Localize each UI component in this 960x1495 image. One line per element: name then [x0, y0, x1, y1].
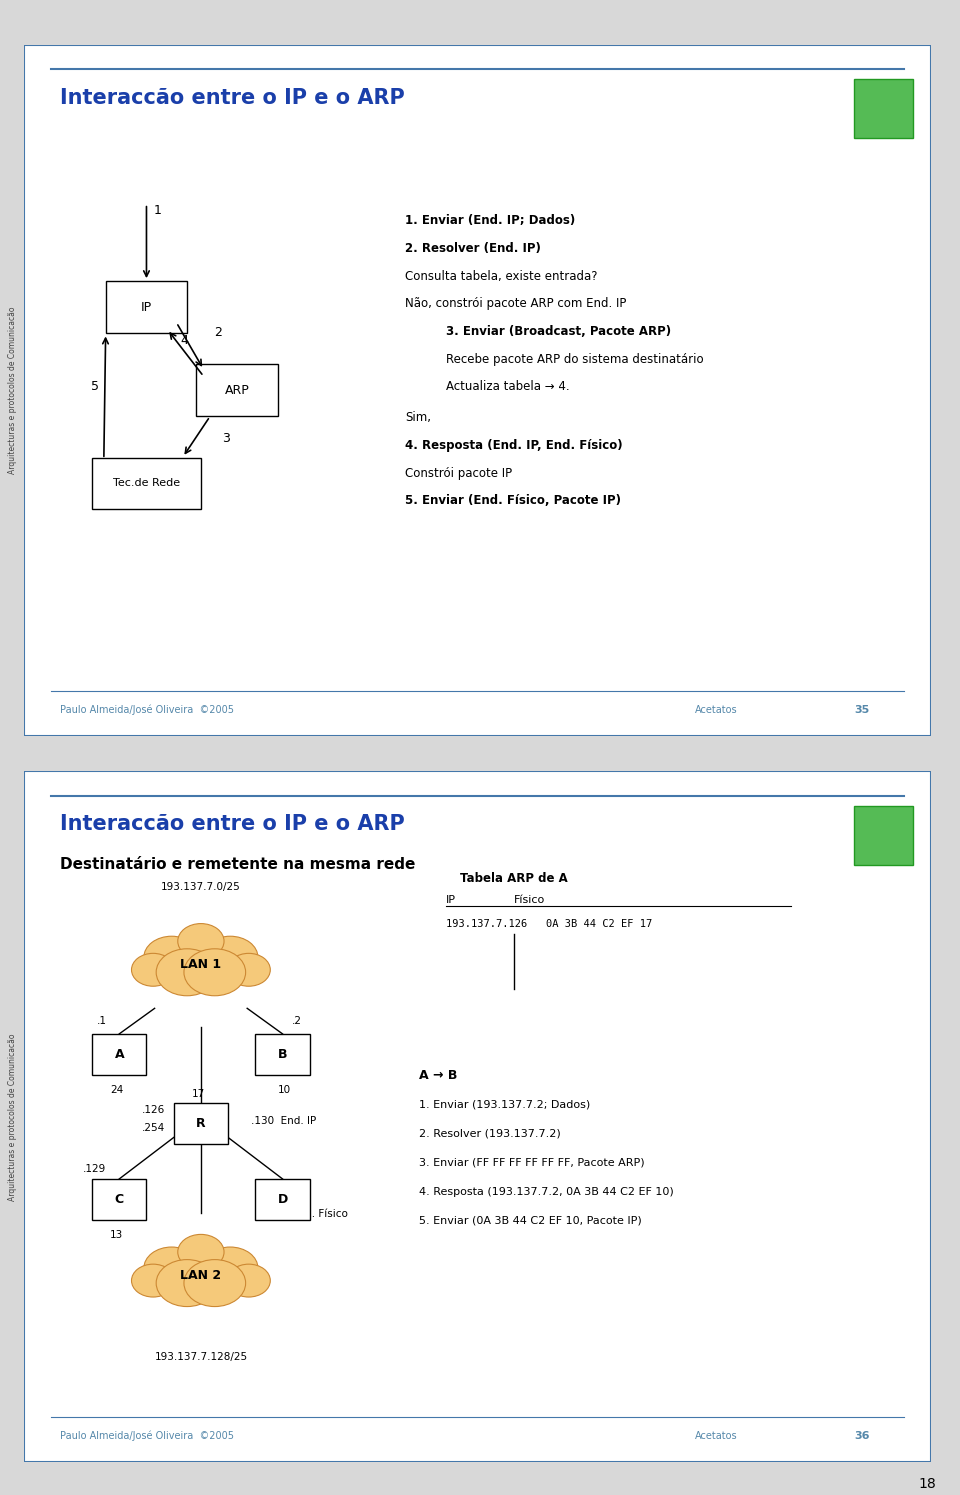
Text: 3. Enviar (Broadcast, Pacote ARP): 3. Enviar (Broadcast, Pacote ARP) — [445, 324, 671, 338]
Text: LAN 2: LAN 2 — [180, 1269, 222, 1283]
FancyBboxPatch shape — [854, 79, 913, 138]
Text: Acetatos: Acetatos — [695, 1431, 738, 1441]
Circle shape — [132, 1265, 175, 1298]
Text: B: B — [277, 1048, 287, 1061]
Text: 3: 3 — [222, 432, 229, 446]
Text: 2: 2 — [214, 326, 223, 339]
Text: Recebe pacote ARP do sistema destinatário: Recebe pacote ARP do sistema destinatári… — [445, 353, 704, 366]
Text: R: R — [196, 1117, 205, 1130]
Text: IP: IP — [445, 894, 456, 904]
Text: 4. Resposta (193.137.7.2, 0A 3B 44 C2 EF 10): 4. Resposta (193.137.7.2, 0A 3B 44 C2 EF… — [419, 1187, 673, 1197]
Text: .1: .1 — [97, 1015, 107, 1026]
Text: .129: .129 — [83, 1165, 107, 1174]
Text: 3. Enviar (FF FF FF FF FF FF, Pacote ARP): 3. Enviar (FF FF FF FF FF FF, Pacote ARP… — [419, 1157, 644, 1168]
Text: 13: 13 — [110, 1229, 124, 1239]
FancyBboxPatch shape — [24, 45, 931, 736]
Text: 10: 10 — [278, 1084, 291, 1094]
FancyBboxPatch shape — [854, 806, 913, 864]
Text: 35: 35 — [854, 704, 870, 715]
Text: Sim,: Sim, — [405, 411, 431, 425]
Text: .2: .2 — [292, 1015, 301, 1026]
FancyBboxPatch shape — [255, 1180, 310, 1220]
Text: 5: 5 — [91, 380, 99, 393]
Text: A → B: A → B — [419, 1069, 457, 1082]
Text: C: C — [114, 1193, 124, 1206]
Circle shape — [228, 954, 271, 987]
FancyBboxPatch shape — [24, 771, 931, 1462]
Text: 1: 1 — [154, 205, 161, 217]
FancyBboxPatch shape — [255, 1035, 310, 1075]
Text: ARP: ARP — [225, 384, 250, 396]
FancyBboxPatch shape — [92, 457, 201, 510]
Text: Paulo Almeida/José Oliveira  ©2005: Paulo Almeida/José Oliveira ©2005 — [60, 1431, 234, 1441]
Circle shape — [228, 1265, 271, 1298]
Circle shape — [144, 1247, 200, 1289]
Text: .126: .126 — [142, 1105, 165, 1115]
Circle shape — [178, 924, 224, 958]
Text: Interaccão entre o IP e o ARP: Interaccão entre o IP e o ARP — [60, 88, 405, 108]
Text: 18: 18 — [919, 1477, 936, 1491]
Text: Destinatário e remetente na mesma rede: Destinatário e remetente na mesma rede — [60, 858, 416, 873]
Text: Arquitecturas e protocolos de Comunicacão: Arquitecturas e protocolos de Comunicacã… — [8, 306, 17, 474]
Text: 4. Resposta (End. IP, End. Físico): 4. Resposta (End. IP, End. Físico) — [405, 440, 623, 451]
Text: Arquitecturas e protocolos de Comunicacão: Arquitecturas e protocolos de Comunicacã… — [8, 1033, 17, 1200]
Text: Consulta tabela, existe entrada?: Consulta tabela, existe entrada? — [405, 269, 597, 283]
Text: Paulo Almeida/José Oliveira  ©2005: Paulo Almeida/José Oliveira ©2005 — [60, 704, 234, 715]
FancyBboxPatch shape — [197, 365, 278, 416]
Circle shape — [203, 936, 258, 979]
Text: Físico: Físico — [514, 894, 545, 904]
Circle shape — [156, 949, 218, 996]
Text: 36: 36 — [854, 1431, 870, 1441]
Text: End. Físico: End. Físico — [292, 1209, 348, 1218]
FancyBboxPatch shape — [92, 1180, 147, 1220]
Circle shape — [184, 949, 246, 996]
Text: 18: 18 — [205, 1109, 219, 1118]
Circle shape — [144, 936, 200, 979]
Text: 1. Enviar (193.137.7.2; Dados): 1. Enviar (193.137.7.2; Dados) — [419, 1100, 589, 1109]
Text: Interaccão entre o IP e o ARP: Interaccão entre o IP e o ARP — [60, 815, 405, 834]
Text: Tec.de Rede: Tec.de Rede — [113, 478, 180, 489]
FancyBboxPatch shape — [106, 281, 187, 333]
Text: 17: 17 — [192, 1090, 205, 1099]
FancyBboxPatch shape — [174, 1103, 228, 1144]
Text: 2. Resolver (193.137.7.2): 2. Resolver (193.137.7.2) — [419, 1129, 561, 1139]
Text: 193.137.7.128/25: 193.137.7.128/25 — [155, 1351, 248, 1362]
FancyBboxPatch shape — [92, 1035, 147, 1075]
Circle shape — [203, 1247, 258, 1289]
Text: 193.137.7.0/25: 193.137.7.0/25 — [161, 882, 241, 893]
Text: 5. Enviar (0A 3B 44 C2 EF 10, Pacote IP): 5. Enviar (0A 3B 44 C2 EF 10, Pacote IP) — [419, 1215, 641, 1226]
Text: .254: .254 — [142, 1123, 165, 1133]
Text: 193.137.7.126   0A 3B 44 C2 EF 17: 193.137.7.126 0A 3B 44 C2 EF 17 — [445, 919, 652, 928]
Text: 5. Enviar (End. Físico, Pacote IP): 5. Enviar (End. Físico, Pacote IP) — [405, 495, 621, 507]
Text: D: D — [277, 1193, 288, 1206]
Circle shape — [178, 1235, 224, 1269]
Text: 10: 10 — [292, 1192, 304, 1202]
Text: Acetatos: Acetatos — [695, 704, 738, 715]
Text: Tabela ARP de A: Tabela ARP de A — [460, 872, 567, 885]
Circle shape — [184, 1260, 246, 1307]
Text: Constrói pacote IP: Constrói pacote IP — [405, 466, 512, 480]
Text: LAN 1: LAN 1 — [180, 958, 222, 972]
Text: 4: 4 — [180, 333, 188, 347]
Text: IP: IP — [141, 300, 152, 314]
Text: 1. Enviar (End. IP; Dados): 1. Enviar (End. IP; Dados) — [405, 214, 575, 227]
Text: 2. Resolver (End. IP): 2. Resolver (End. IP) — [405, 242, 540, 256]
Text: 24: 24 — [110, 1084, 124, 1094]
Text: Actualiza tabela → 4.: Actualiza tabela → 4. — [445, 380, 569, 393]
Text: .130  End. IP: .130 End. IP — [251, 1115, 316, 1126]
Text: A: A — [114, 1048, 124, 1061]
Circle shape — [156, 1260, 218, 1307]
Text: Não, constrói pacote ARP com End. IP: Não, constrói pacote ARP com End. IP — [405, 298, 626, 311]
Circle shape — [132, 954, 175, 987]
